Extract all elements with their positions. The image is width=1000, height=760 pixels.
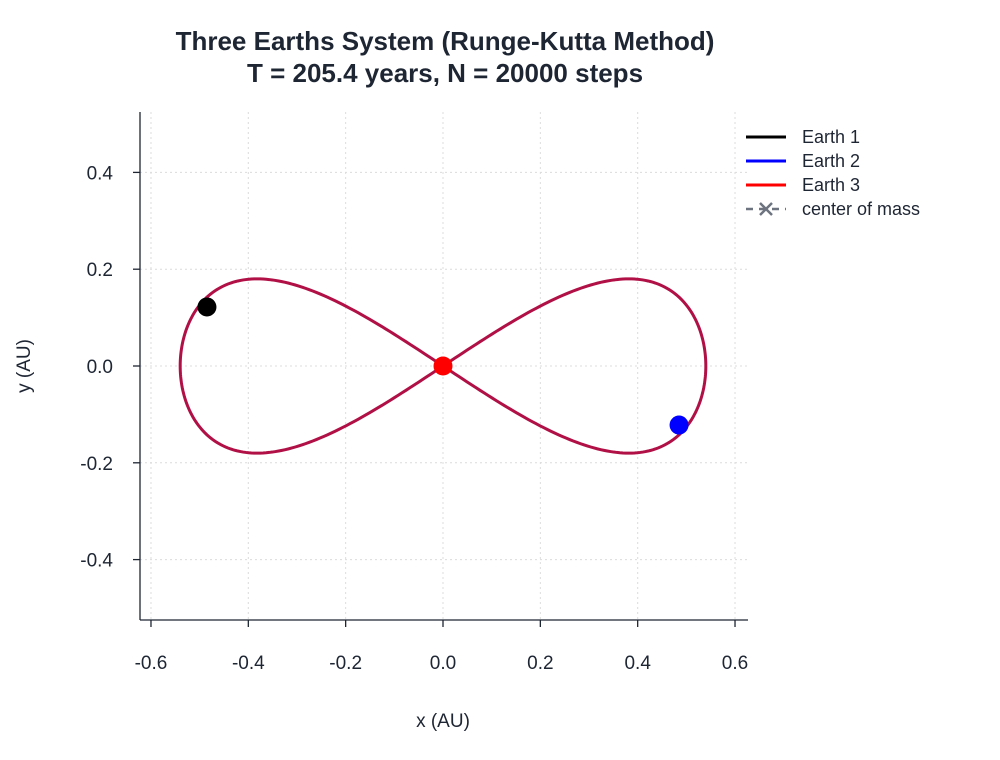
- x-tick-label: 0.0: [430, 653, 456, 674]
- y-tick-label: 0.0: [87, 357, 113, 378]
- y-tick-label: -0.2: [80, 454, 113, 475]
- legend-label: center of mass: [802, 199, 920, 219]
- legend-label: Earth 2: [802, 151, 860, 171]
- x-tick-label: -0.6: [135, 653, 168, 674]
- y-axis-label: y (AU): [14, 339, 35, 393]
- earth-2-marker: [669, 415, 689, 435]
- y-tick-label: 0.2: [87, 260, 113, 281]
- earth-3-marker: [433, 356, 453, 376]
- orbit-layer: [178, 277, 708, 455]
- x-tick-label: -0.4: [232, 653, 265, 674]
- points-layer: [197, 297, 689, 435]
- axes-layer: -0.6 -0.4 -0.2 0.0 0.2 0.4 0.6 -0.4 -0.2 0.0 0.2 0.…: [80, 112, 748, 674]
- chart-title: Three Earths System (Runge-Kutta Method): [175, 26, 715, 56]
- orbit-path: [178, 277, 708, 455]
- y-tick-label: 0.4: [87, 163, 114, 184]
- legend-x-mark: [759, 202, 773, 216]
- x-tick-label: -0.2: [329, 653, 362, 674]
- x-tick-label: 0.6: [722, 653, 748, 674]
- legend: Earth 1 Earth 2 Earth 3 center of mass: [746, 127, 920, 219]
- y-tick-label: -0.4: [80, 551, 113, 572]
- legend-label: Earth 3: [802, 175, 860, 195]
- grid-layer: [140, 112, 748, 620]
- x-tick-label: 0.4: [624, 653, 651, 674]
- earth-1-marker: [197, 297, 217, 317]
- x-tick-label: 0.2: [527, 653, 553, 674]
- legend-label: Earth 1: [802, 127, 860, 147]
- chart-subtitle: T = 205.4 years, N = 20000 steps: [246, 58, 644, 88]
- x-axis-label: x (AU): [416, 711, 470, 732]
